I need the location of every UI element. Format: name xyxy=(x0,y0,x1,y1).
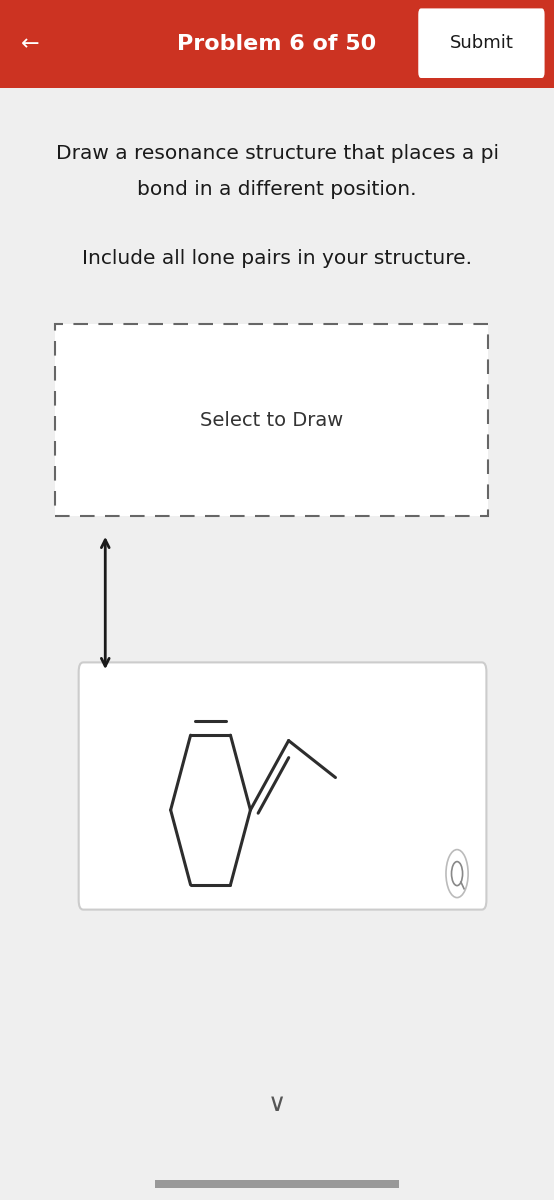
Bar xyxy=(55,324,488,516)
Text: Select to Draw: Select to Draw xyxy=(200,410,343,430)
Text: ←: ← xyxy=(21,34,40,54)
Text: bond in a different position.: bond in a different position. xyxy=(137,180,417,199)
Text: ∨: ∨ xyxy=(268,1092,286,1116)
Text: Include all lone pairs in your structure.: Include all lone pairs in your structure… xyxy=(82,248,472,268)
FancyBboxPatch shape xyxy=(418,8,545,78)
Bar xyxy=(155,1180,399,1188)
Text: Draw a resonance structure that places a pi: Draw a resonance structure that places a… xyxy=(55,144,499,163)
Circle shape xyxy=(446,850,468,898)
Text: Submit: Submit xyxy=(449,34,514,52)
Text: Problem 6 of 50: Problem 6 of 50 xyxy=(177,34,377,54)
FancyBboxPatch shape xyxy=(79,662,486,910)
Bar xyxy=(0,0,554,88)
